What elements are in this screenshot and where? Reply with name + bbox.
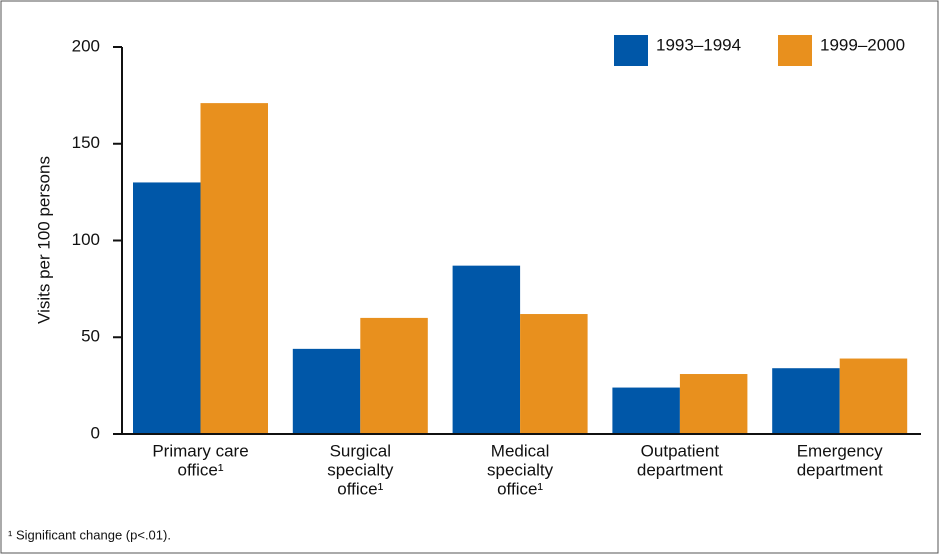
x-tick-label: Surgical	[330, 441, 391, 460]
x-tick-label: Medical	[491, 441, 550, 460]
legend-swatch	[778, 35, 812, 66]
y-tick-label: 0	[91, 423, 100, 442]
x-tick-label: Outpatient	[641, 441, 720, 460]
legend-label: 1999–2000	[820, 35, 905, 54]
legend-label: 1993–1994	[656, 35, 741, 54]
y-tick-label: 200	[72, 36, 100, 55]
x-tick-label: department	[637, 460, 723, 479]
bar	[679, 374, 748, 434]
bar	[839, 358, 908, 434]
x-tick-label: Emergency	[797, 441, 883, 460]
x-tick-label: office¹	[178, 460, 224, 479]
y-tick-label: 100	[72, 230, 100, 249]
bar	[133, 182, 201, 434]
bar	[452, 265, 521, 434]
bar	[292, 348, 361, 434]
x-tick-label: office¹	[337, 479, 383, 498]
footnote: ¹ Significant change (p<.01).	[8, 527, 171, 542]
x-tick-label: department	[797, 460, 883, 479]
x-tick-label: specialty	[487, 460, 554, 479]
x-tick-label: office¹	[497, 479, 543, 498]
legend-swatch	[614, 35, 648, 66]
y-axis-label: Visits per 100 persons	[34, 156, 53, 324]
bar	[612, 387, 680, 434]
bar	[772, 368, 840, 434]
bar	[520, 314, 588, 434]
bar	[360, 317, 428, 434]
y-tick-label: 50	[81, 327, 100, 346]
x-tick-label: specialty	[327, 460, 394, 479]
y-tick-label: 150	[72, 133, 100, 152]
bar	[200, 103, 268, 435]
x-tick-label: Primary care	[152, 441, 248, 460]
